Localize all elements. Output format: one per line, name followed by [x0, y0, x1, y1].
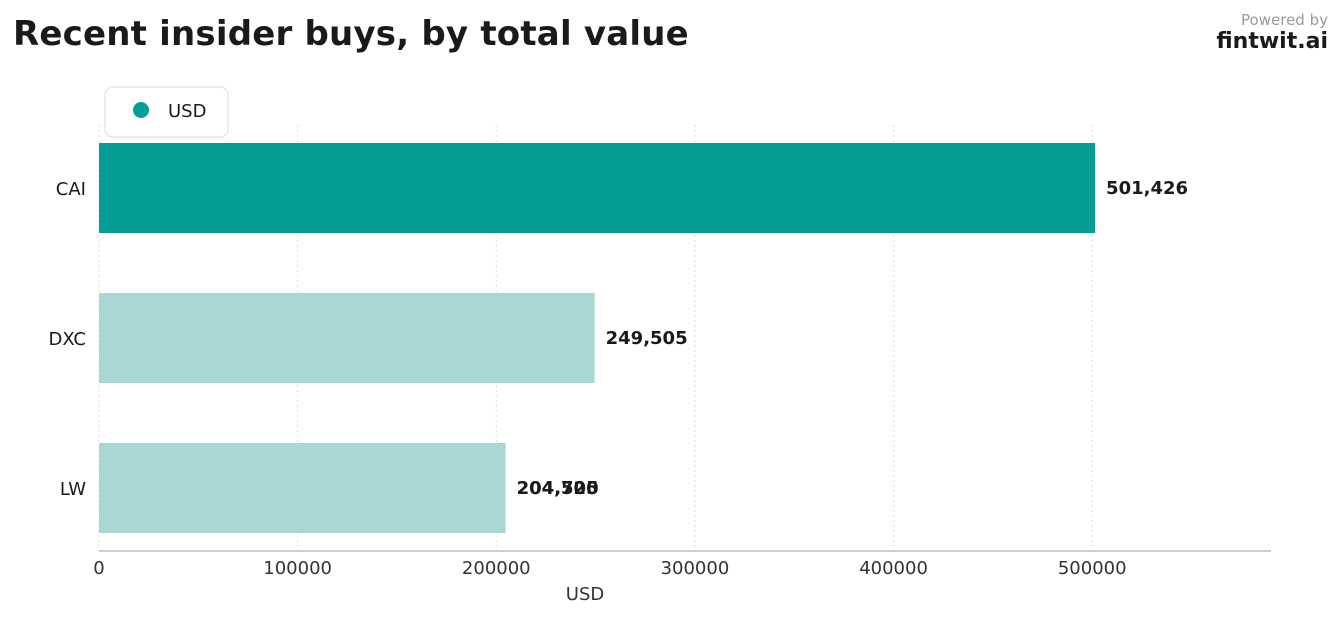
bar-cai: [99, 143, 1096, 233]
brand-block: Powered by fintwit.ai: [1216, 11, 1328, 55]
value-label-lw-overlap: 204,520: [517, 478, 599, 499]
brand-name: fintwit.ai: [1216, 29, 1328, 54]
category-label-lw: LW: [60, 479, 86, 500]
x-tick-label: 0: [93, 558, 104, 579]
value-label-cai: 501,426: [1106, 178, 1188, 199]
category-label-cai: CAI: [56, 179, 86, 200]
value-label-dxc: 249,505: [606, 328, 688, 349]
chart-title: Recent insider buys, by total value: [13, 14, 689, 54]
legend-marker: [133, 102, 149, 118]
category-labels: CAI DXC LW: [49, 179, 87, 500]
bars: [99, 143, 1096, 533]
powered-by-text: Powered by: [1241, 11, 1328, 29]
bar-dxc: [99, 293, 595, 383]
legend-label: USD: [168, 101, 206, 122]
category-label-dxc: DXC: [49, 329, 86, 350]
x-axis: 0 100000 200000 300000 400000 500000 USD: [93, 550, 1271, 605]
legend: USD: [104, 86, 229, 138]
x-tick-label: 400000: [859, 558, 928, 579]
x-tick-label: 500000: [1058, 558, 1127, 579]
x-tick-label: 100000: [263, 558, 332, 579]
bar-lw: [99, 443, 506, 533]
x-tick-label: 300000: [661, 558, 730, 579]
value-label-lw: 204,705: [517, 478, 599, 499]
x-tick-label: 200000: [462, 558, 531, 579]
legend-box: [104, 86, 229, 138]
x-axis-title: USD: [566, 584, 604, 605]
